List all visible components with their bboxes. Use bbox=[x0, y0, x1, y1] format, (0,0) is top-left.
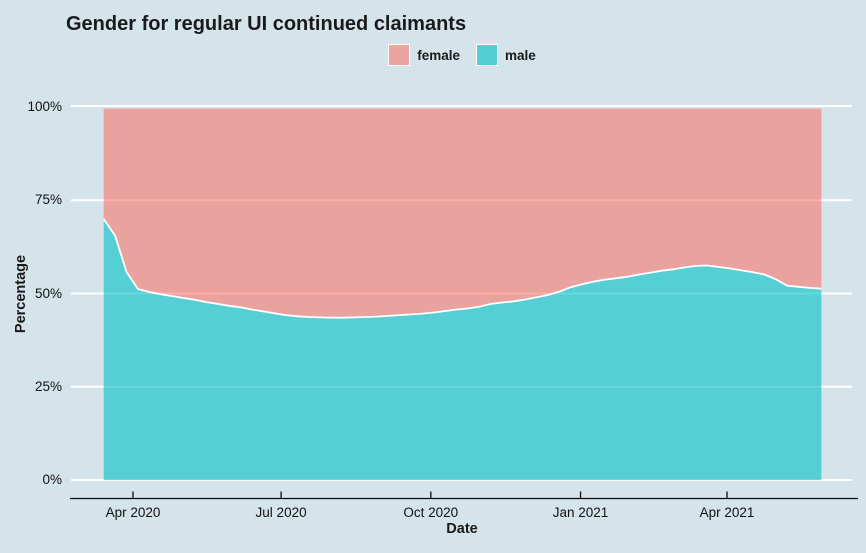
x-tick-label: Oct 2020 bbox=[403, 505, 459, 520]
female-area bbox=[103, 108, 822, 318]
y-tick-label: 75% bbox=[34, 192, 62, 208]
x-tick-label: Jul 2020 bbox=[255, 505, 307, 520]
x-tick-label: Apr 2021 bbox=[699, 505, 755, 520]
y-tick-label: 50% bbox=[34, 285, 62, 301]
legend-label-male: male bbox=[505, 47, 536, 63]
x-tick-label: Apr 2020 bbox=[105, 505, 161, 520]
male-swatch-icon bbox=[476, 44, 498, 66]
male-area bbox=[103, 218, 822, 480]
x-axis-title: Date bbox=[446, 521, 478, 537]
female-swatch-icon bbox=[388, 44, 411, 66]
y-tick-label: 100% bbox=[27, 99, 62, 114]
legend: female male bbox=[57, 44, 866, 66]
legend-item-male: male bbox=[476, 44, 536, 66]
gender-boundary-line bbox=[102, 218, 822, 319]
x-tick-label: Jan 2021 bbox=[552, 505, 609, 520]
y-tick-label: 25% bbox=[34, 378, 62, 394]
y-tick-label: 0% bbox=[42, 472, 62, 487]
chart-title: Gender for regular UI continued claimant… bbox=[66, 13, 467, 35]
legend-item-female: female bbox=[388, 44, 460, 66]
legend-label-female: female bbox=[417, 47, 460, 63]
